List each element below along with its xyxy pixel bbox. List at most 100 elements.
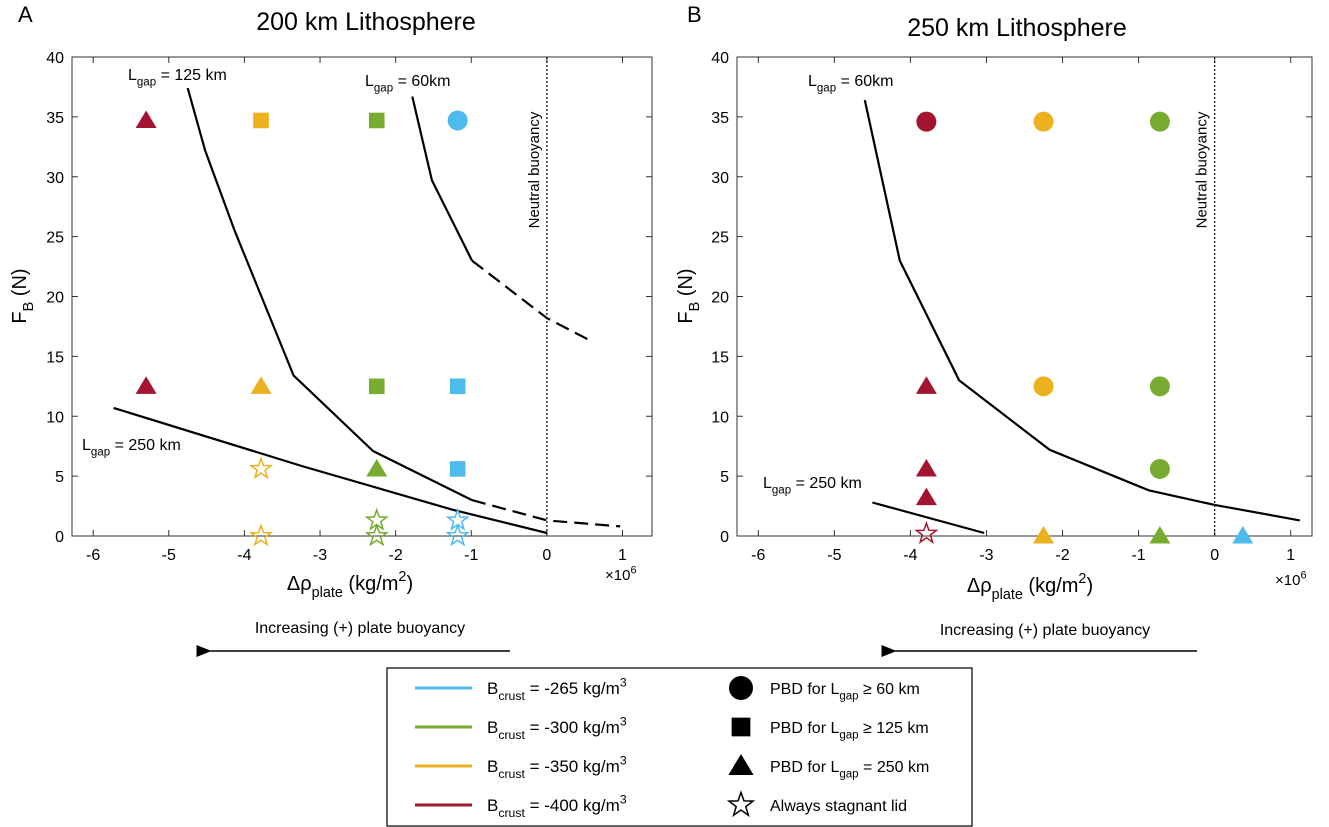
x-tick-label: -2 — [1055, 547, 1069, 564]
text-part: PBD for L — [770, 681, 839, 698]
text-part: B — [487, 679, 498, 698]
marker — [135, 376, 157, 394]
text-part: 2 — [1078, 571, 1086, 587]
text-part: 6 — [630, 564, 636, 576]
x-tick-label: -2 — [389, 547, 403, 564]
rich-text: Bcrust = -350 kg/m3 — [487, 753, 627, 781]
text-part: crust — [498, 806, 525, 820]
text-part: B — [487, 718, 498, 737]
x-tick-label: 0 — [1210, 547, 1219, 564]
panel-label: A — [18, 2, 33, 27]
text-part: = 250 km — [859, 759, 930, 776]
rich-text: Bcrust = -300 kg/m3 — [487, 714, 627, 742]
x-tick-label: -4 — [237, 547, 251, 564]
rich-text: FB (N) — [9, 268, 37, 323]
x-tick-label: -3 — [313, 547, 327, 564]
legend-marker — [726, 790, 756, 818]
rich-text: Always stagnant lid — [770, 798, 907, 815]
rich-text: PBD for Lgap ≥ 60 km — [770, 681, 920, 703]
text-part: ) — [1086, 575, 1093, 597]
text-part: F — [675, 311, 697, 323]
text-part: L — [763, 475, 772, 492]
text-part: L — [365, 73, 374, 90]
text-part: gap — [817, 83, 836, 95]
marker — [1033, 526, 1055, 544]
curve — [872, 501, 985, 535]
marker — [1033, 111, 1054, 132]
text-part: crust — [498, 767, 525, 781]
text-part: ×10 — [1275, 572, 1300, 589]
x-tick-label: -6 — [751, 547, 765, 564]
marker — [1149, 526, 1171, 544]
curve — [186, 87, 473, 502]
x-tick-label: 0 — [542, 547, 551, 564]
text-part: = 125 km — [156, 67, 227, 84]
y-tick-label: 0 — [55, 529, 64, 546]
chart-title: 200 km Lithosphere — [256, 8, 476, 36]
text-part: (N) — [675, 268, 697, 301]
marker — [915, 487, 937, 506]
curve — [113, 406, 548, 535]
text-part: crust — [498, 728, 525, 742]
rich-text: PBD for Lgap = 250 km — [770, 759, 929, 781]
text-part: = -400 kg/m — [525, 796, 620, 815]
x-tick-label: 1 — [618, 547, 627, 564]
text-part: Δρ — [287, 573, 312, 595]
text-part: gap — [839, 730, 858, 742]
marker — [368, 378, 385, 395]
rich-text: ×106 — [605, 564, 636, 584]
rich-text: Bcrust = -400 kg/m3 — [487, 792, 627, 820]
marker — [253, 112, 269, 129]
curve — [471, 499, 621, 528]
y-tick-label: 40 — [711, 50, 729, 67]
text-part: (N) — [9, 268, 31, 301]
text-part: = 250 km — [791, 475, 862, 492]
y-tick-label: 10 — [711, 409, 729, 426]
text-part: = 60km — [836, 73, 893, 90]
rich-text: Δρplate (kg/m2) — [287, 569, 413, 601]
text-part: (kg/m — [1023, 575, 1079, 597]
text-part: L — [128, 67, 137, 84]
text-part: 3 — [620, 792, 627, 806]
text-part: gap — [374, 83, 393, 95]
plot-frame — [736, 56, 1313, 537]
y-tick-label: 15 — [711, 349, 729, 366]
x-tick-label: -4 — [903, 547, 917, 564]
rich-text: Bcrust = -265 kg/m3 — [487, 675, 627, 703]
text-part: PBD for L — [770, 759, 839, 776]
marker — [250, 376, 272, 394]
y-tick-label: 35 — [46, 110, 64, 127]
text-part: 3 — [620, 714, 627, 728]
x-tick-label: -6 — [86, 547, 100, 564]
y-tick-label: 25 — [46, 230, 64, 247]
marker — [916, 111, 937, 132]
chart-title: 250 km Lithosphere — [907, 14, 1127, 42]
neutral-label: Neutral buoyancy — [526, 111, 543, 228]
y-tick-label: 30 — [711, 170, 729, 187]
marker — [1149, 376, 1170, 397]
text-part: L — [808, 73, 817, 90]
rich-text: Δρplate (kg/m2) — [967, 571, 1093, 603]
marker — [248, 523, 274, 547]
curve — [471, 259, 594, 343]
text-part: gap — [772, 485, 791, 497]
text-part: plate — [312, 585, 343, 601]
marker — [135, 110, 157, 128]
rich-text: Lgap = 250 km — [82, 437, 181, 459]
text-part: ) — [406, 573, 413, 595]
text-part: 3 — [620, 675, 627, 689]
marker — [915, 458, 937, 477]
marker — [366, 458, 388, 477]
x-tick-label: 1 — [1286, 547, 1295, 564]
arrow-text: Increasing (+) plate buoyancy — [940, 622, 1150, 639]
x-tick-label: -1 — [1131, 547, 1145, 564]
text-part: ≥ 125 km — [859, 720, 929, 737]
rich-text: ×106 — [1275, 569, 1306, 589]
text-part: F — [9, 311, 31, 323]
marker — [914, 520, 939, 544]
text-part: B — [687, 302, 703, 312]
text-part: 3 — [620, 753, 627, 767]
arrow-text: Increasing (+) plate buoyancy — [255, 620, 465, 637]
text-part: ×10 — [605, 567, 630, 584]
marker — [447, 110, 468, 131]
